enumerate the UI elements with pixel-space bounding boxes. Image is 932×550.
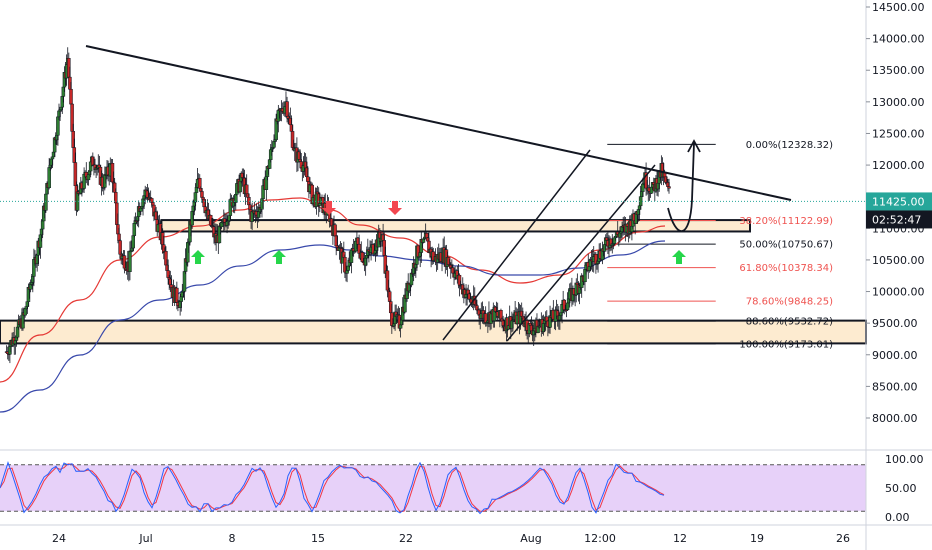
time-tick-label: 12 (673, 532, 687, 545)
support-zones (0, 219, 867, 345)
price-tick-label: 10000.00 (872, 286, 925, 299)
candle[interactable] (179, 296, 183, 302)
price-tick-label: 14000.00 (872, 33, 925, 46)
stochastic-pane[interactable]: 100.00 50.00 0.00 (0, 453, 924, 524)
up-arrow-icon (672, 250, 686, 264)
descending-trendline[interactable] (85, 45, 792, 201)
signal-arrows (191, 201, 686, 264)
candle[interactable] (521, 316, 525, 319)
candle[interactable] (151, 202, 155, 206)
up-arrow-shape (272, 250, 286, 264)
candle[interactable] (333, 224, 337, 237)
fib-level-label: 0.00%(12328.32) (746, 140, 833, 151)
price-tick-label: 9500.00 (872, 317, 918, 330)
time-tick-label: 26 (836, 532, 850, 545)
up-arrow-icon (191, 250, 205, 264)
last-price-label: 11425.00 (872, 195, 925, 208)
down-arrow-icon (322, 201, 336, 215)
stochastic-d-line[interactable] (0, 463, 665, 513)
projection-arrowhead (687, 139, 701, 153)
candle[interactable] (285, 101, 289, 117)
down-arrow-shape (322, 201, 336, 215)
countdown-label: 02:52:47 (872, 213, 921, 226)
candle[interactable] (193, 192, 198, 203)
time-tick-label: 12:00 (584, 532, 616, 545)
fib-level-label: 61.80%(10378.34) (739, 263, 833, 274)
fibonacci-levels: 0.00%(12328.32) 38.20%(11122.99) 50.00%(10… (607, 140, 833, 350)
price-tick-label: 13500.00 (872, 64, 925, 77)
channel-line-upper[interactable] (442, 149, 591, 341)
candles (4, 47, 671, 364)
candle[interactable] (565, 302, 570, 310)
time-tick-label: 19 (750, 532, 764, 545)
time-tick-label: Aug (520, 532, 541, 545)
channel-line-lower[interactable] (506, 164, 656, 342)
stochastic-tick-label: 0.00 (885, 511, 910, 524)
candle[interactable] (244, 184, 249, 195)
price-tick-label: 12000.00 (872, 159, 925, 172)
fib-level-label: 78.60%(9848.25) (746, 297, 833, 308)
down-arrow-shape (388, 201, 402, 215)
price-tick-label: 8500.00 (872, 380, 918, 393)
candle[interactable] (132, 223, 137, 236)
up-arrow-icon (272, 250, 286, 264)
fib-level-label: 50.00%(10750.67) (739, 240, 833, 251)
time-tick-label: 15 (311, 532, 325, 545)
candle[interactable] (667, 186, 671, 189)
candle[interactable] (86, 174, 91, 181)
price-tick-label: 13000.00 (872, 96, 925, 109)
stochastic-tick-label: 50.00 (885, 482, 917, 495)
candle[interactable] (69, 88, 73, 105)
candle[interactable] (182, 271, 187, 292)
main-pane[interactable]: 0.00%(12328.32) 38.20%(11122.99) 50.00%(10… (0, 45, 867, 413)
candle[interactable] (128, 250, 132, 272)
moving-average-blue[interactable] (0, 240, 666, 413)
countdown-badge (866, 210, 932, 229)
projection-path[interactable] (667, 142, 695, 232)
last-price-badge (866, 192, 932, 211)
candle[interactable] (40, 220, 45, 230)
stochastic-k-line[interactable] (0, 461, 665, 515)
candle[interactable] (50, 156, 55, 160)
time-tick-label: 8 (229, 532, 236, 545)
price-tick-label: 14500.00 (872, 1, 925, 14)
up-arrow-shape (672, 250, 686, 264)
candle[interactable] (131, 235, 135, 249)
price-tick-label: 9000.00 (872, 349, 918, 362)
time-tick-label: 22 (399, 532, 413, 545)
candle[interactable] (44, 193, 48, 211)
candle[interactable] (23, 308, 27, 316)
time-tick-label: Jul (138, 532, 152, 545)
fib-level-label: 100.00%(9173.01) (739, 339, 833, 350)
support-zone[interactable] (0, 319, 867, 345)
price-tick-label: 12500.00 (872, 127, 925, 140)
price-tick-label: 10500.00 (872, 254, 925, 267)
fib-level-label: 38.20%(11122.99) (739, 216, 833, 227)
fib-level-label: 88.60%(9532.72) (746, 317, 833, 328)
up-arrow-shape (191, 250, 205, 264)
time-tick-label: 24 (52, 532, 66, 545)
price-tick-label: 8000.00 (872, 412, 918, 425)
down-arrow-icon (388, 201, 402, 215)
trend-drawings (0, 45, 866, 342)
stochastic-tick-label: 100.00 (885, 453, 924, 466)
candle[interactable] (306, 176, 310, 182)
